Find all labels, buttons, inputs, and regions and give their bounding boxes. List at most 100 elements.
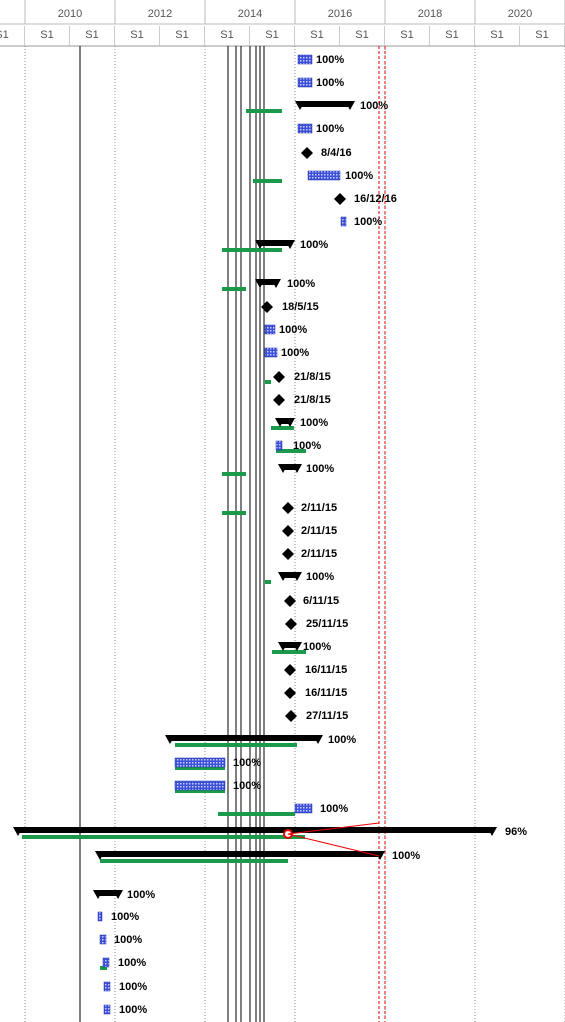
summary-bar bbox=[260, 240, 290, 246]
milestone bbox=[273, 394, 285, 406]
half-label: S1 bbox=[220, 29, 233, 41]
summary-bar bbox=[98, 890, 118, 896]
task-bar bbox=[264, 324, 276, 335]
milestone bbox=[285, 618, 297, 630]
summary-bar bbox=[100, 851, 380, 857]
row-label: 100% bbox=[306, 571, 334, 583]
row-label: 100% bbox=[279, 324, 307, 336]
baseline-bar bbox=[222, 472, 246, 476]
summary-end bbox=[292, 464, 302, 473]
milestone bbox=[284, 687, 296, 699]
task-bar bbox=[174, 780, 226, 791]
year-label: 2012 bbox=[148, 8, 172, 20]
milestone bbox=[261, 301, 273, 313]
milestone bbox=[282, 525, 294, 537]
task-bar bbox=[307, 170, 341, 181]
baseline-bar bbox=[253, 179, 282, 183]
baseline-bar bbox=[276, 449, 306, 453]
row-label: 100% bbox=[293, 440, 321, 452]
summary-bar bbox=[283, 642, 297, 648]
summary-end bbox=[271, 279, 281, 288]
summary-bar bbox=[280, 418, 290, 424]
row-label: 8/4/16 bbox=[321, 147, 352, 159]
milestone bbox=[282, 502, 294, 514]
row-label: 100% bbox=[360, 100, 388, 112]
summary-end bbox=[292, 642, 302, 651]
summary-bar bbox=[300, 101, 350, 107]
timescale-header bbox=[0, 0, 565, 46]
task-bar bbox=[275, 440, 283, 451]
baseline-bar bbox=[222, 287, 246, 291]
row-label: 25/11/15 bbox=[306, 618, 348, 630]
baseline-bar bbox=[246, 109, 282, 113]
baseline-bar bbox=[271, 426, 294, 430]
row-label: 21/8/15 bbox=[294, 371, 331, 383]
summary-end bbox=[285, 240, 295, 249]
row-label: 100% bbox=[233, 757, 261, 769]
row-label: 100% bbox=[300, 239, 328, 251]
summary-bar bbox=[260, 279, 276, 285]
row-label: 100% bbox=[287, 278, 315, 290]
milestone bbox=[282, 548, 294, 560]
milestone bbox=[334, 193, 346, 205]
summary-bar bbox=[283, 464, 297, 470]
row-label: 100% bbox=[306, 463, 334, 475]
year-label: 2010 bbox=[58, 8, 82, 20]
baseline-bar bbox=[222, 511, 246, 515]
task-bar bbox=[340, 216, 347, 227]
summary-end bbox=[95, 851, 105, 860]
summary-end bbox=[295, 101, 305, 110]
row-label: 100% bbox=[320, 803, 348, 815]
row-label: 100% bbox=[119, 981, 147, 993]
row-label: 100% bbox=[316, 123, 344, 135]
task-bar bbox=[297, 77, 313, 88]
task-bar bbox=[103, 981, 111, 992]
summary-bar bbox=[18, 827, 492, 833]
summary-end bbox=[113, 890, 123, 899]
row-label: 100% bbox=[118, 957, 146, 969]
baseline-bar bbox=[218, 812, 295, 816]
half-label: S1 bbox=[355, 29, 368, 41]
year-label: 2016 bbox=[328, 8, 352, 20]
summary-end bbox=[375, 851, 385, 860]
summary-end bbox=[255, 279, 265, 288]
baseline-bar bbox=[265, 380, 271, 384]
summary-end bbox=[13, 827, 23, 836]
task-bar bbox=[102, 957, 110, 968]
milestone bbox=[285, 710, 297, 722]
task-bar bbox=[103, 1004, 111, 1015]
baseline-bar bbox=[175, 789, 225, 793]
row-label: 100% bbox=[114, 934, 142, 946]
summary-end bbox=[93, 890, 103, 899]
row-label: 96% bbox=[505, 826, 527, 838]
row-label: 100% bbox=[300, 417, 328, 429]
summary-end bbox=[278, 464, 288, 473]
task-bar bbox=[97, 911, 103, 922]
row-label: 2/11/15 bbox=[301, 548, 337, 560]
summary-end bbox=[487, 827, 497, 836]
half-label: S1 bbox=[400, 29, 413, 41]
row-label: 16/11/15 bbox=[305, 664, 347, 676]
row-label: 27/11/15 bbox=[306, 710, 348, 722]
row-label: 2/11/15 bbox=[301, 502, 337, 514]
half-label: S1 bbox=[535, 29, 548, 41]
row-label: 100% bbox=[354, 216, 382, 228]
row-label: 21/8/15 bbox=[294, 394, 331, 406]
half-label: S1 bbox=[175, 29, 188, 41]
row-label: 16/12/16 bbox=[354, 193, 397, 205]
half-label: S1 bbox=[130, 29, 143, 41]
baseline-bar bbox=[100, 966, 107, 970]
progress-line bbox=[287, 822, 380, 857]
task-bar bbox=[297, 54, 313, 65]
task-bar bbox=[264, 347, 278, 358]
summary-end bbox=[313, 735, 323, 744]
task-bar bbox=[99, 934, 107, 945]
summary-end bbox=[278, 572, 288, 581]
row-label: 100% bbox=[392, 850, 420, 862]
baseline-bar bbox=[175, 743, 297, 747]
task-bar bbox=[174, 757, 226, 768]
half-label: S1 bbox=[490, 29, 503, 41]
baseline-bar bbox=[272, 650, 306, 654]
row-label: 2/11/15 bbox=[301, 525, 337, 537]
